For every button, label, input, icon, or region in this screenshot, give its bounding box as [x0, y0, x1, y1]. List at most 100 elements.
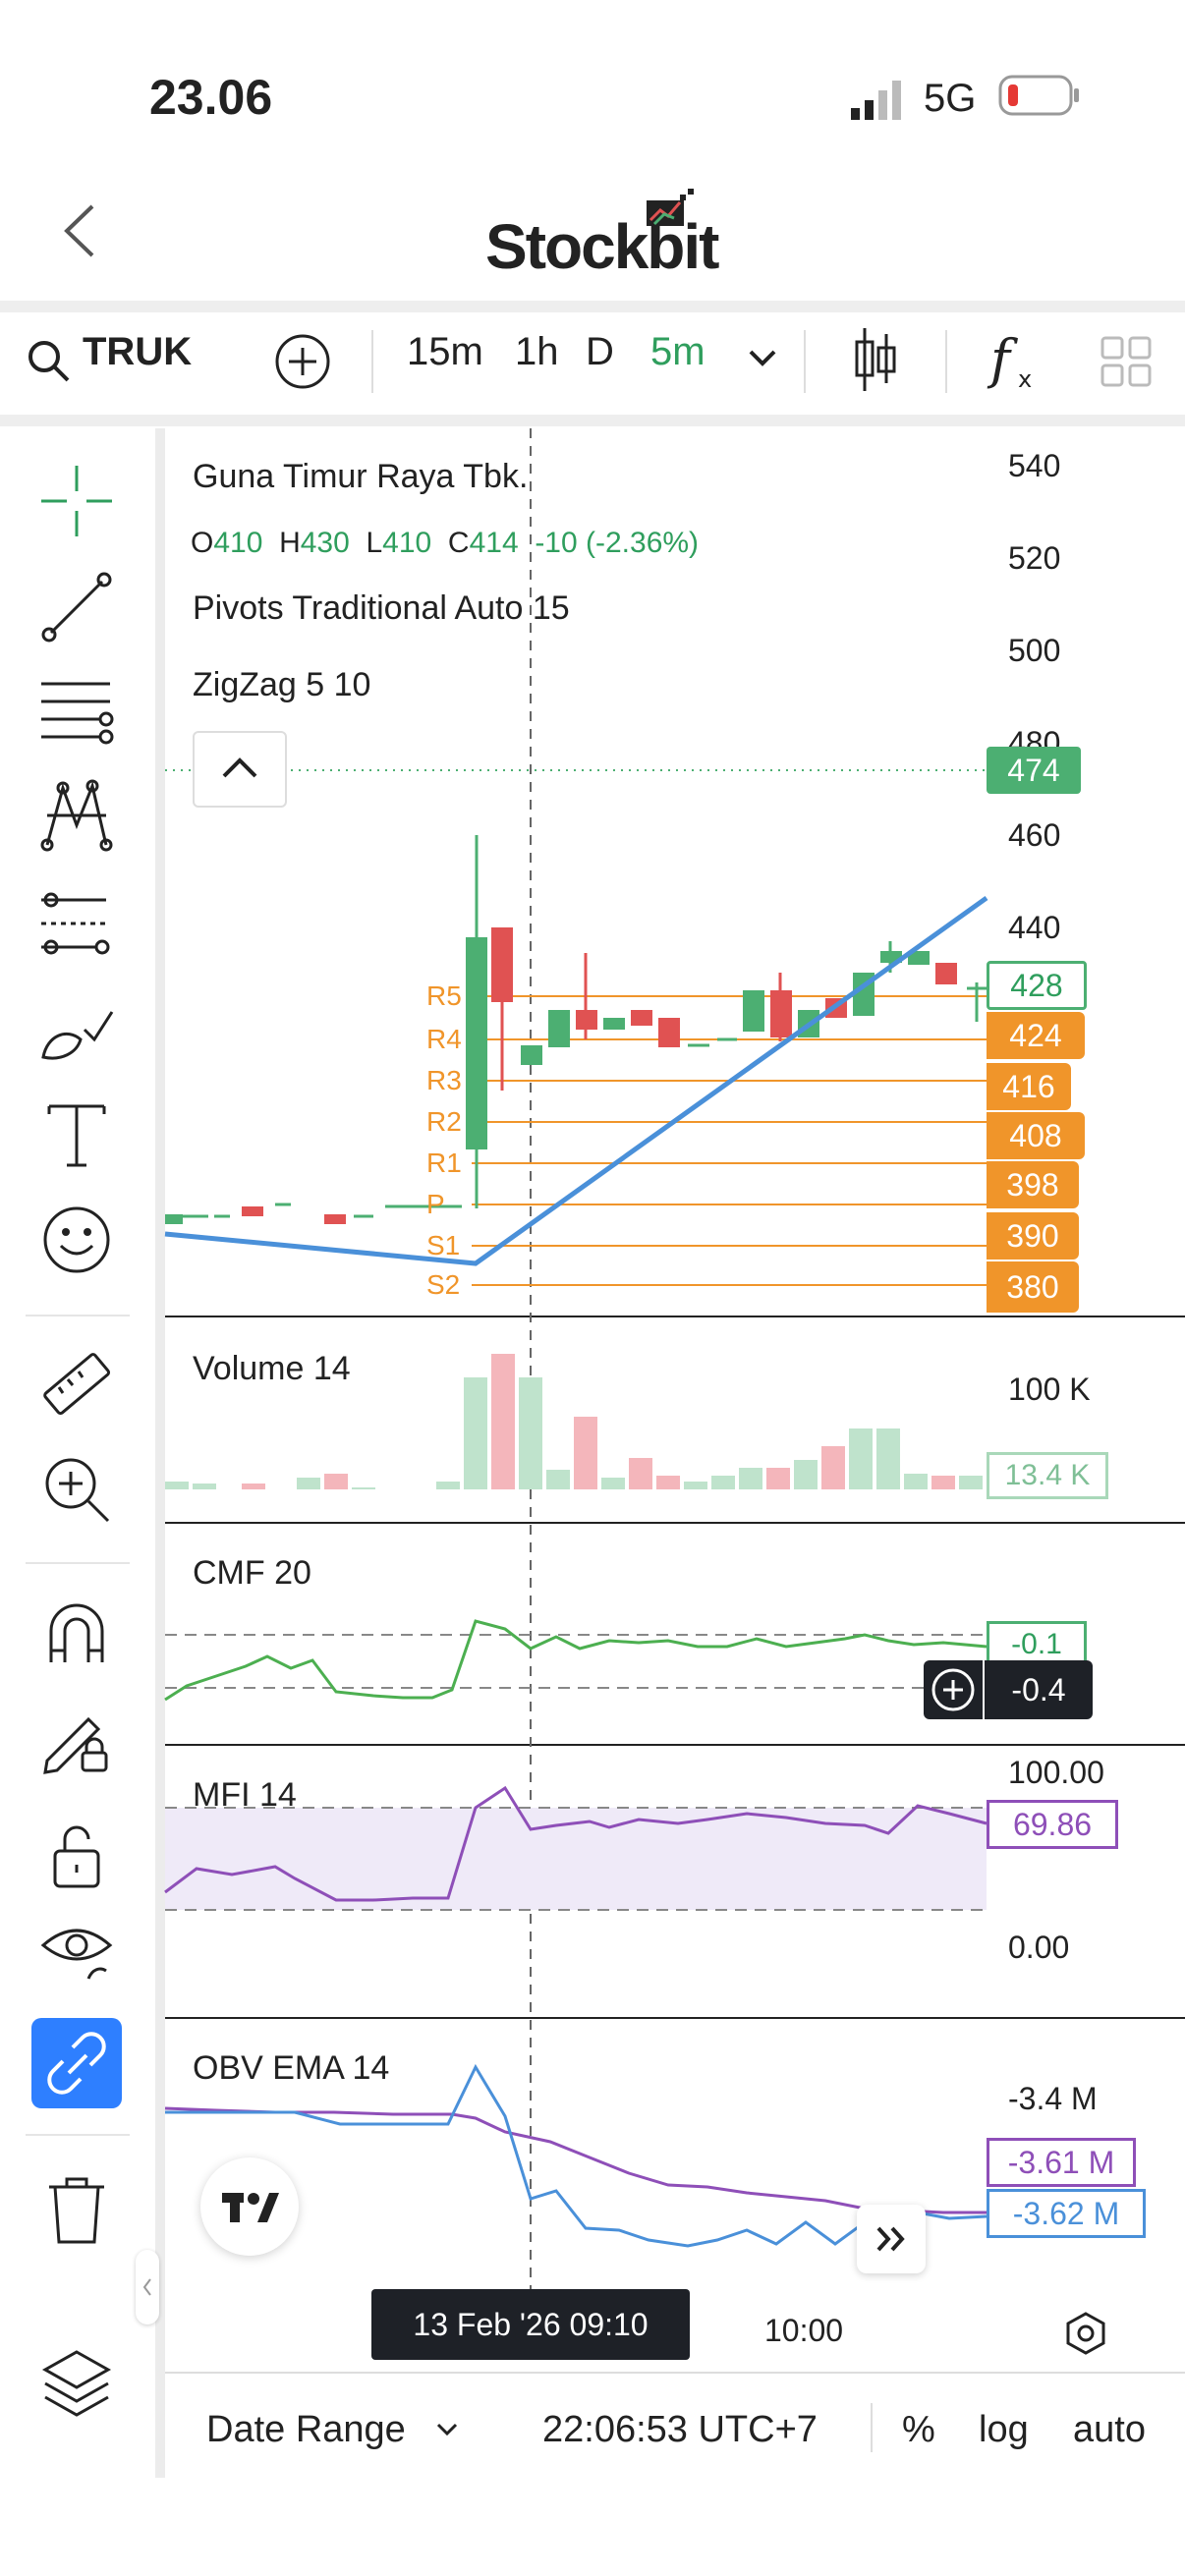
cmf-title: CMF 20 — [193, 1554, 311, 1592]
clock-label: 22:06:53 UTC+7 — [542, 2409, 818, 2450]
collapse-toolbar-handle[interactable] — [136, 2250, 159, 2324]
mfi-axis-top: 100.00 — [1008, 1755, 1104, 1790]
add-alert-button[interactable] — [924, 1660, 983, 1719]
obv-title: OBV EMA 14 — [193, 2049, 390, 2087]
pivot-badge-r3: 416 — [987, 1063, 1071, 1110]
crosshair-value-badge: -0.4 — [985, 1660, 1093, 1719]
zigzag-legend: ZigZag 5 10 — [193, 666, 371, 703]
interval-15m[interactable]: 15m — [407, 330, 483, 373]
zoom-in-icon[interactable] — [37, 1450, 116, 1529]
trend-line-icon[interactable] — [37, 568, 116, 646]
collapse-legend-button[interactable] — [193, 731, 287, 808]
obv-badge: -3.62 M — [987, 2189, 1146, 2238]
layers-icon[interactable] — [37, 2342, 116, 2421]
price-tick: 520 — [1008, 540, 1061, 576]
pivot-badge-p: 390 — [987, 1212, 1079, 1260]
volume-title: Volume 14 — [193, 1350, 351, 1387]
magnet-icon[interactable] — [37, 1594, 116, 1672]
double-chevron-right-icon — [876, 2226, 905, 2252]
last-price-badge: 428 — [987, 961, 1087, 1010]
chevron-left-icon — [142, 2278, 151, 2296]
high-value: 430 — [300, 527, 350, 559]
back-icon[interactable] — [59, 202, 98, 264]
plus-circle-icon — [931, 1668, 975, 1711]
fib-levels-icon[interactable] — [37, 670, 116, 749]
chevron-up-icon — [222, 757, 257, 778]
bottom-bar — [165, 2372, 1185, 2480]
tradingview-button[interactable] — [200, 2157, 299, 2256]
pivot-label-r5: R5 — [426, 980, 462, 1011]
pivot-badge-r4: 424 — [987, 1012, 1085, 1059]
mfi-badge: 69.86 — [987, 1800, 1118, 1849]
logo-chart-icon — [645, 187, 700, 235]
visibility-icon[interactable] — [37, 1910, 116, 1988]
close-value: 414 — [469, 527, 519, 559]
price-tick: 440 — [1008, 910, 1061, 945]
legend-name: Guna Timur Raya Tbk. — [193, 458, 529, 495]
price-tick: 460 — [1008, 817, 1061, 853]
low-value: 410 — [382, 527, 432, 559]
brush-icon[interactable] — [37, 992, 116, 1071]
percent-toggle[interactable]: % — [902, 2409, 935, 2450]
price-tick: 500 — [1008, 633, 1061, 668]
svg-text:x: x — [1018, 365, 1032, 393]
obv-ema-badge: -3.61 M — [987, 2138, 1136, 2187]
open-value: 410 — [213, 527, 263, 559]
pivot-label-r4: R4 — [426, 1024, 462, 1054]
volume-axis-tick: 100 K — [1008, 1372, 1091, 1407]
pivot-label-s1: S1 — [426, 1230, 461, 1260]
settings-icon[interactable] — [1063, 2311, 1108, 2361]
candle-type-icon[interactable] — [851, 326, 900, 398]
link-button[interactable] — [31, 2018, 122, 2108]
mfi-axis-bottom: 0.00 — [1008, 1930, 1070, 1965]
status-time: 23.06 — [149, 70, 273, 125]
crosshair-icon[interactable] — [37, 462, 116, 540]
search-icon[interactable] — [26, 338, 71, 388]
ohlc-row: O410 H430 L410 C414 -10 (-2.36%) — [191, 527, 700, 559]
tradingview-logo-icon — [222, 2193, 279, 2222]
layout-grid-icon[interactable] — [1100, 336, 1152, 392]
lock-drawing-icon[interactable] — [37, 1700, 116, 1778]
pivot-label-s2: S2 — [426, 1269, 461, 1300]
pivot-label-r1: R1 — [426, 1148, 462, 1178]
pivot-label-r2: R2 — [426, 1106, 462, 1137]
network-label: 5G — [924, 77, 977, 120]
dotted-level-badge: 474 — [987, 747, 1081, 794]
pivot-badge-s1: 380 — [987, 1261, 1079, 1313]
interval-d[interactable]: D — [586, 330, 614, 373]
pivot-badge-r1: 398 — [987, 1161, 1079, 1208]
pivots-legend: Pivots Traditional Auto 15 — [193, 589, 570, 627]
scroll-to-realtime-button[interactable] — [857, 2205, 926, 2273]
interval-5m-active[interactable]: 5m — [650, 330, 705, 373]
ruler-icon[interactable] — [37, 1346, 116, 1425]
mfi-title: MFI 14 — [193, 1776, 297, 1814]
chart-toolbar — [0, 301, 1185, 426]
log-toggle[interactable]: log — [979, 2409, 1029, 2450]
pivot-label-p: P — [426, 1189, 445, 1219]
forecast-icon[interactable] — [37, 884, 116, 963]
unlock-icon[interactable] — [37, 1816, 116, 1894]
chevron-down-icon[interactable] — [747, 344, 778, 376]
battery-icon — [998, 75, 1081, 123]
time-tick: 10:00 — [764, 2313, 844, 2348]
crosshair-time-label: 13 Feb '26 09:10 — [371, 2289, 690, 2360]
symbol-label[interactable]: TRUK — [83, 330, 193, 373]
interval-1h[interactable]: 1h — [515, 330, 559, 373]
trash-icon[interactable] — [37, 2169, 116, 2248]
pattern-icon[interactable] — [37, 776, 116, 855]
price-tick: 540 — [1008, 448, 1061, 483]
chevron-down-icon[interactable] — [434, 2419, 460, 2445]
change-value: -10 (-2.36%) — [535, 527, 700, 559]
auto-toggle[interactable]: auto — [1073, 2409, 1146, 2450]
pivot-badge-r2: 408 — [987, 1112, 1085, 1159]
emoji-icon[interactable] — [37, 1201, 116, 1279]
obv-axis-tick: -3.4 M — [1008, 2081, 1098, 2116]
date-range-button[interactable]: Date Range — [206, 2409, 406, 2450]
signal-icon — [851, 81, 906, 125]
volume-badge: 13.4 K — [987, 1452, 1108, 1499]
pivot-label-r3: R3 — [426, 1065, 462, 1095]
text-tool-icon[interactable] — [37, 1094, 116, 1173]
add-symbol-icon[interactable] — [273, 332, 332, 396]
